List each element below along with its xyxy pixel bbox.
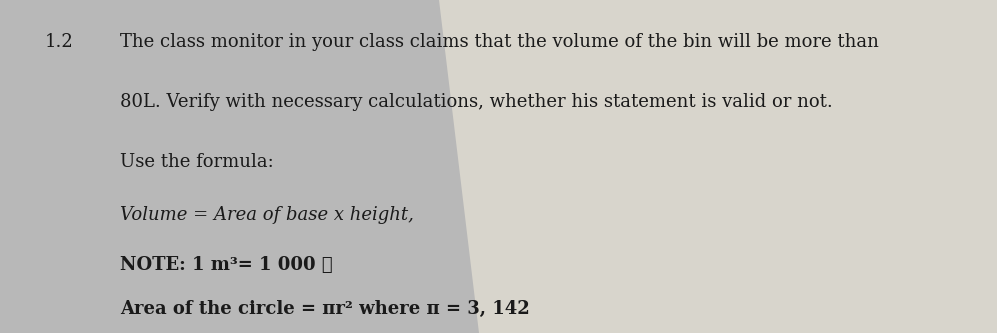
Text: Volume = Area of base x height,: Volume = Area of base x height, [120, 206, 414, 224]
Text: Area of the circle = πr² where π = 3, 142: Area of the circle = πr² where π = 3, 14… [120, 300, 529, 318]
Text: The class monitor in your class claims that the volume of the bin will be more t: The class monitor in your class claims t… [120, 33, 878, 51]
Text: 1.2: 1.2 [45, 33, 74, 51]
Text: 80L. Verify with necessary calculations, whether his statement is valid or not.: 80L. Verify with necessary calculations,… [120, 93, 832, 111]
Text: Use the formula:: Use the formula: [120, 153, 273, 171]
Polygon shape [439, 0, 997, 333]
Text: NOTE: 1 m³= 1 000 ℓ: NOTE: 1 m³= 1 000 ℓ [120, 256, 332, 274]
